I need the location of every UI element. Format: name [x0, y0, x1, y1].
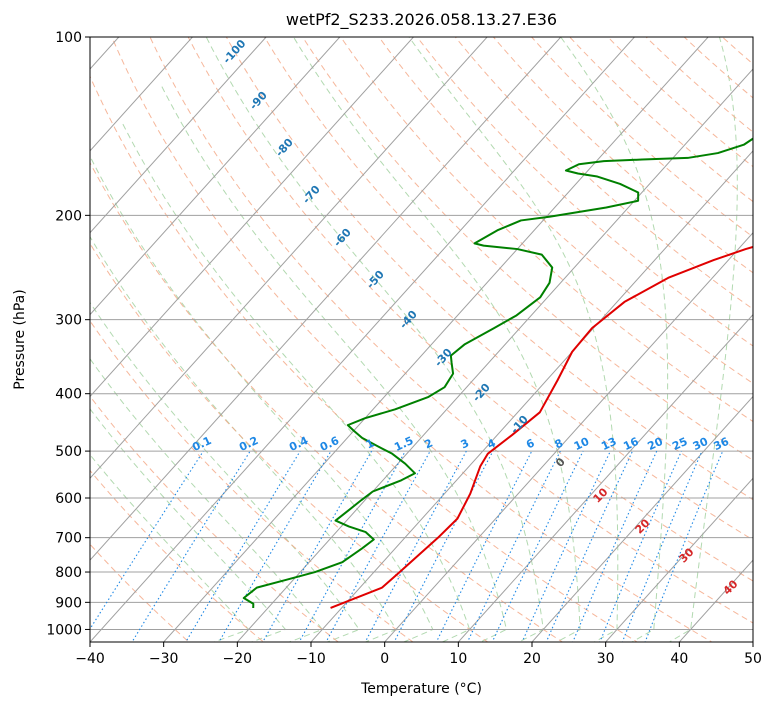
- isotherm-line: [531, 395, 753, 642]
- y-tick-label: 400: [55, 387, 82, 403]
- isotherm-line: [90, 37, 341, 316]
- dry-adiabats: [90, 37, 753, 642]
- chart-title: wetPf2_S233.2026.058.13.27.E36: [286, 10, 557, 30]
- x-tick-label: 20: [523, 651, 541, 667]
- isotherm-line: [90, 37, 636, 642]
- mixing-ratio-line: [262, 450, 373, 642]
- x-tick-label: 50: [744, 651, 762, 667]
- isotherm-line: [457, 313, 753, 642]
- mixing-ratio-line: [90, 450, 204, 630]
- mixing-ratio-line: [644, 450, 724, 642]
- mixing-ratio-label: 20: [646, 435, 666, 453]
- plot-frame: [89, 36, 754, 643]
- y-tick-label: 1000: [46, 622, 82, 638]
- dry-adiabat: [454, 37, 753, 310]
- mixing-ratio-label: 13: [599, 435, 618, 453]
- dry-adiabat: [530, 37, 753, 238]
- y-tick-label: 900: [55, 595, 82, 611]
- dry-adiabat: [149, 37, 753, 624]
- mixing-ratio-line: [435, 450, 533, 642]
- pressure-gridlines: [90, 37, 753, 630]
- moist-adiabat: [205, 37, 544, 642]
- y-tick-label: 800: [55, 565, 82, 581]
- dry-adiabat: [90, 543, 190, 642]
- x-tick-label: 0: [380, 651, 389, 667]
- dry-adiabat: [111, 37, 713, 642]
- y-tick-label: 600: [55, 491, 82, 507]
- moist-adiabat: [160, 83, 508, 642]
- temperature-profile: [330, 245, 753, 609]
- x-tick-label: −10: [296, 651, 326, 667]
- y-tick-label: 300: [55, 313, 82, 329]
- isotherm-line: [162, 37, 709, 642]
- x-axis: −40 −30 −20 −10 0 10 20 30 40 50: [75, 642, 762, 667]
- dry-adiabat: [569, 37, 753, 203]
- moist-adiabat: [90, 235, 397, 642]
- mixing-ratio-line: [491, 450, 584, 642]
- moist-adiabat: [90, 301, 360, 642]
- y-tick-label: 500: [55, 444, 82, 460]
- y-tick-label: 100: [55, 30, 82, 46]
- isotherm-line: [90, 37, 194, 152]
- isotherm-line: [90, 37, 488, 480]
- mixing-ratio-line: [298, 450, 406, 642]
- mixing-ratio-line: [621, 450, 703, 642]
- sounding-series: [242, 137, 753, 609]
- y-tick-label: 200: [55, 208, 82, 224]
- dry-adiabat: [90, 469, 265, 642]
- mixing-ratio-line: [521, 450, 611, 642]
- moist-adiabat: [90, 357, 324, 642]
- y-tick-label: 700: [55, 531, 82, 547]
- dewpoint-profile: [242, 137, 753, 609]
- isotherm-line: [604, 477, 753, 642]
- dry-adiabat: [302, 37, 753, 461]
- dry-adiabat: [645, 37, 753, 133]
- moist-adiabat: [90, 157, 434, 642]
- mixing-ratio-line: [599, 450, 682, 642]
- dry-adiabat: [492, 37, 753, 274]
- isotherm-line: [383, 231, 753, 642]
- dry-adiabat: [90, 242, 489, 642]
- mixing-ratio-label: 30: [691, 435, 711, 453]
- isotherm-line: [90, 37, 267, 234]
- mixing-ratio-label: 10: [572, 435, 592, 453]
- dry-adiabat: [90, 320, 414, 642]
- x-tick-label: 40: [670, 651, 688, 667]
- y-axis-label: Pressure (hPa): [12, 289, 28, 389]
- x-tick-label: 10: [449, 651, 467, 667]
- x-tick-label: −20: [223, 651, 253, 667]
- dry-adiabat: [607, 37, 753, 168]
- moist-adiabat: [90, 408, 287, 642]
- x-tick-label: −30: [149, 651, 179, 667]
- dry-adiabat: [416, 37, 753, 347]
- mixing-ratio-line: [572, 450, 658, 642]
- mixing-ratio-lines: [90, 450, 724, 642]
- isotherm-line: [90, 37, 415, 398]
- isotherm-line: [236, 68, 753, 642]
- mixing-ratio-line: [466, 450, 561, 642]
- isotherm-line: [90, 37, 562, 561]
- dry-adiabat: [263, 37, 753, 501]
- x-axis-label: Temperature (°C): [360, 681, 482, 697]
- mixing-ratio-label: 25: [670, 435, 689, 453]
- x-tick-label: 30: [597, 651, 615, 667]
- mixing-ratio-line: [185, 450, 301, 642]
- mixing-ratio-line: [545, 450, 634, 642]
- mixing-ratio-line: [325, 450, 431, 642]
- dry-adiabat: [90, 75, 638, 642]
- mixing-ratio-label: 36: [712, 435, 732, 453]
- dry-adiabat: [187, 37, 753, 582]
- mixing-ratio-line: [218, 450, 332, 642]
- y-axis: 100 200 300 400 500 600 700 800 900 1000: [46, 30, 90, 638]
- x-tick-label: −40: [75, 651, 105, 667]
- mixing-ratio-label: 16: [621, 435, 641, 453]
